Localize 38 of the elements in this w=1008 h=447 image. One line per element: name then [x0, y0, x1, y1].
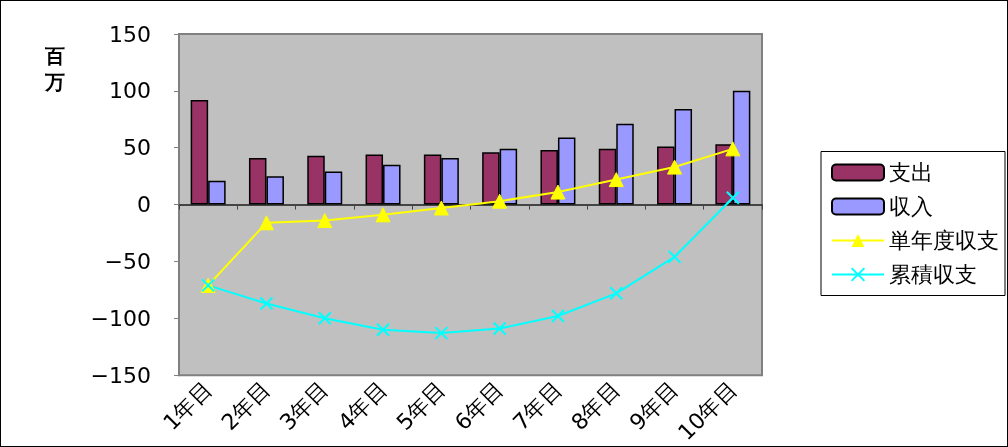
y-tick-label: −100 [90, 305, 151, 331]
legend-label: 収入 [889, 194, 933, 219]
x-tick-label: 7年目 [508, 376, 567, 436]
y-tick-label: −50 [104, 248, 151, 274]
point [434, 326, 449, 341]
point [317, 311, 332, 326]
point [725, 141, 741, 157]
y-axis-title: 百万 [44, 44, 65, 94]
x-tick-label: 3年目 [274, 376, 334, 436]
point [433, 200, 449, 216]
point [725, 190, 740, 205]
point [667, 159, 683, 175]
point [492, 193, 508, 209]
point [667, 249, 682, 264]
y-tick-label: 100 [109, 78, 151, 104]
y-tick-label: −150 [90, 362, 151, 388]
point [376, 322, 391, 337]
point [259, 296, 274, 311]
point [608, 172, 624, 188]
y-tick-label: 150 [109, 21, 151, 47]
y-tick-label: 0 [137, 192, 151, 218]
x-tick-label: 8年目 [566, 376, 626, 436]
point [258, 215, 274, 231]
point [550, 184, 566, 200]
x-tick-label: 4年目 [333, 376, 392, 436]
legend-label: 単年度収支 [889, 228, 999, 253]
x-tick-label: 2年目 [216, 376, 276, 436]
y-tick-label: 50 [123, 135, 151, 161]
x-tick-label: 1年目 [158, 376, 217, 436]
point [492, 321, 507, 336]
point [550, 309, 565, 324]
point [317, 213, 333, 229]
legend-label: 支出 [889, 160, 933, 185]
x-tick-label: 5年目 [391, 376, 451, 436]
legend-label: 累積収支 [889, 262, 977, 287]
point [375, 207, 391, 223]
x-tick-label: 6年目 [449, 376, 509, 436]
point [609, 286, 624, 301]
